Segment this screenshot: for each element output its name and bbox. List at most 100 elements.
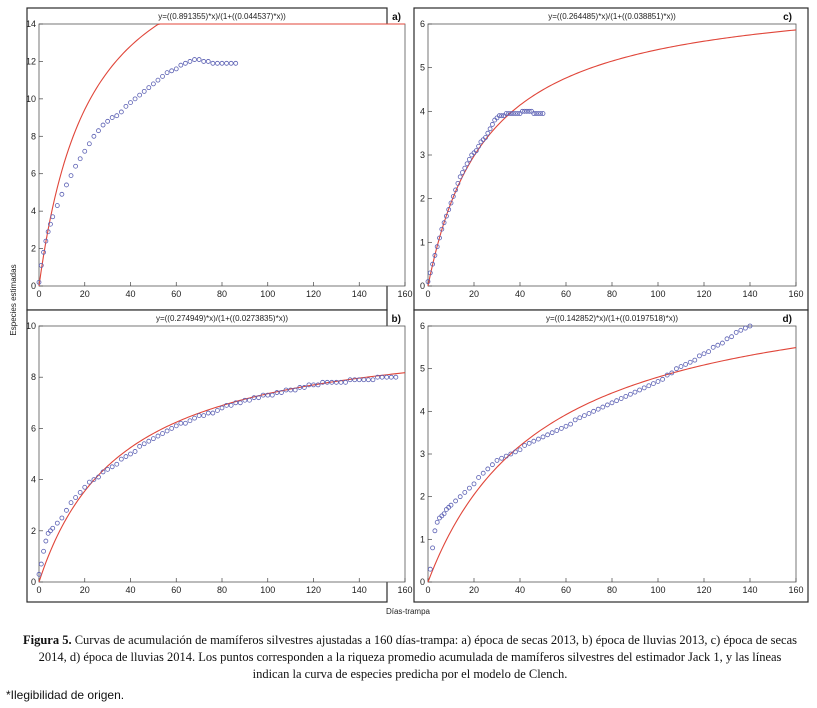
data-point <box>192 57 197 62</box>
data-point <box>160 431 165 436</box>
data-point <box>228 402 234 408</box>
data-point <box>720 340 725 346</box>
data-point <box>192 415 197 421</box>
y-tick-label: 6 <box>420 19 425 29</box>
data-point <box>577 415 583 421</box>
data-point <box>437 235 442 241</box>
data-point <box>224 402 229 408</box>
data-point <box>137 92 143 98</box>
panel-c: y=((0.264485)*x)/(1+((0.038851)*x)) c)0 20… <box>413 7 809 311</box>
data-point <box>329 379 335 385</box>
plot-area <box>38 23 406 287</box>
data-point <box>623 393 629 399</box>
data-point <box>430 545 436 551</box>
data-point <box>38 263 44 268</box>
data-point <box>146 438 152 444</box>
data-point <box>483 135 488 140</box>
source-note: *Ilegibilidad de origen. <box>6 688 125 702</box>
x-tick-label: 0 <box>425 585 430 595</box>
x-tick-label: 80 <box>217 585 227 595</box>
y-tick-label: 4 <box>420 406 425 416</box>
data-point <box>519 108 525 114</box>
y-tick-label: 2 <box>31 526 36 536</box>
data-point <box>292 387 298 393</box>
data-point <box>233 60 239 66</box>
data-point <box>701 351 707 357</box>
data-point <box>489 462 495 468</box>
data-point <box>637 387 642 393</box>
x-tick-label: 0 <box>36 585 41 595</box>
caption-title: Figura 5. <box>22 633 72 647</box>
data-point <box>494 457 500 463</box>
data-point <box>132 96 138 102</box>
data-point <box>591 408 596 414</box>
data-point <box>352 377 358 383</box>
data-point <box>178 420 184 426</box>
data-point <box>697 353 702 359</box>
data-point <box>460 170 465 175</box>
data-point <box>178 62 184 68</box>
data-point <box>48 221 53 227</box>
data-point <box>82 148 88 154</box>
plot-area <box>427 325 797 583</box>
data-point <box>526 108 532 114</box>
data-point <box>36 571 42 577</box>
x-tick-label: 20 <box>80 289 90 299</box>
data-point <box>118 456 124 462</box>
data-point <box>73 163 78 169</box>
x-tick-label: 0 <box>36 289 41 299</box>
data-point <box>738 327 744 333</box>
data-point <box>132 449 138 454</box>
data-point <box>710 344 716 350</box>
data-point <box>86 141 92 147</box>
data-point <box>540 434 546 440</box>
data-point <box>485 130 491 136</box>
data-point <box>356 377 362 383</box>
data-point <box>455 180 461 186</box>
data-point <box>54 203 60 208</box>
data-point <box>586 411 592 416</box>
data-point <box>50 214 56 220</box>
data-point <box>68 173 74 178</box>
data-point <box>150 436 156 442</box>
y-tick-label: 2 <box>31 244 36 254</box>
x-tick-label: 140 <box>352 289 367 299</box>
data-point <box>568 421 573 427</box>
figure-5-chart-grid: Especies estimadas Días-trampa y=((0.891… <box>9 7 809 616</box>
data-point <box>526 440 532 446</box>
data-point <box>150 81 156 87</box>
data-point <box>678 364 684 369</box>
x-tick-label: 40 <box>515 585 525 595</box>
x-tick-label: 40 <box>515 289 525 299</box>
data-point <box>169 425 175 431</box>
panel-equation: y=((0.274949)*x)/(1+((0.0273835)*x)) <box>156 314 288 323</box>
data-point <box>432 528 438 534</box>
data-point <box>173 66 179 72</box>
data-point <box>743 325 748 331</box>
data-point <box>489 122 495 127</box>
plot-area <box>38 325 406 583</box>
clench-model-curve <box>427 347 797 583</box>
y-tick-label: 1 <box>420 237 425 247</box>
x-tick-label: 60 <box>171 585 181 595</box>
data-point <box>215 60 220 66</box>
data-point <box>320 379 326 385</box>
x-tick-label: 120 <box>696 585 711 595</box>
data-point <box>210 410 216 416</box>
x-tick-label: 40 <box>125 289 135 299</box>
data-point <box>347 377 353 383</box>
data-point <box>141 441 147 447</box>
data-point <box>464 161 470 167</box>
y-tick-label: 14 <box>26 19 36 29</box>
data-point <box>687 359 693 365</box>
data-point <box>450 194 456 199</box>
panel-equation: y=((0.891355)*x)/(1+((0.044537)*x)) <box>158 12 286 21</box>
data-point <box>155 433 161 439</box>
data-point <box>301 385 307 390</box>
data-point <box>64 507 69 513</box>
data-point <box>41 249 46 255</box>
data-point <box>669 370 675 376</box>
data-point <box>524 108 530 114</box>
panel-equation: y=((0.264485)*x)/(1+((0.038851)*x)) <box>548 12 676 21</box>
data-point <box>324 379 330 385</box>
